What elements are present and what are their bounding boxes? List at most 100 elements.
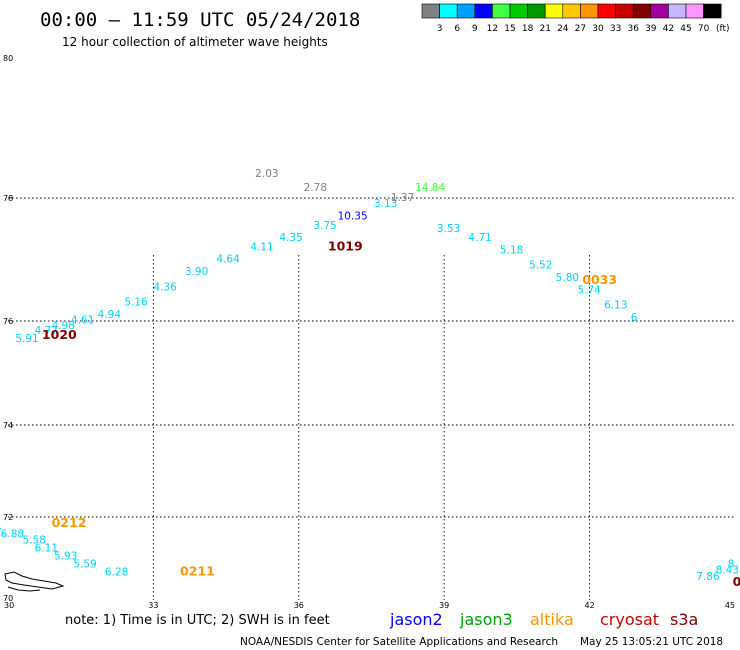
satellite-name: cryosat [600, 610, 659, 629]
legend-tick-label: 18 [522, 24, 534, 34]
footer-note: note: 1) Time is in UTC; 2) SWH is in fe… [65, 613, 330, 628]
wave-height-label: 6.28 [105, 567, 128, 579]
wave-height-labels: 5.914.774.984.61 4.945.16 4.36 3.90 4.64 4.11… [0, 168, 739, 583]
lon-label: 30 [4, 601, 14, 610]
legend-swatch [580, 3, 599, 19]
pass-time-labels: 1020 1019 0033 0212 0211 0 [42, 238, 740, 589]
legend-swatch [456, 3, 476, 19]
wave-height-label: 6.13 [604, 300, 627, 312]
legend-swatch [703, 3, 722, 19]
wave-height-label: 10.35 [338, 211, 368, 223]
legend-tick-label: 21 [539, 24, 550, 34]
legend-swatch [439, 3, 458, 19]
satellite-legend: jason2 jason3 altika cryosat s3a [389, 610, 698, 629]
wave-height-label: 4.61 [71, 315, 94, 327]
legend-swatch [685, 3, 704, 19]
legend-tick-label: 27 [575, 24, 586, 34]
legend-tick-label: 24 [557, 24, 569, 34]
legend-tick-label: 6 [454, 24, 460, 34]
legend-swatch [597, 3, 616, 19]
legend-tick-label: 15 [504, 24, 515, 34]
legend-swatch [509, 3, 528, 19]
footer-credit: NOAA/NESDIS Center for Satellite Applica… [240, 636, 558, 648]
map-title: 00:00 – 11:59 UTC 05/24/2018 [40, 9, 360, 31]
legend-swatch [668, 3, 687, 19]
legend-tick-label: 33 [610, 24, 621, 34]
footer-timestamp: May 25 13:05:21 UTC 2018 [580, 636, 723, 648]
satellite-name: s3a [670, 610, 698, 629]
wave-height-label: 6.88 [1, 528, 24, 540]
wave-height-label: 6 [631, 312, 638, 324]
wave-height-label: 4.71 [468, 232, 491, 244]
wave-height-label: 3.90 [185, 266, 208, 278]
wave-height-label: 5.91 [15, 333, 38, 345]
legend-tick-label: 36 [627, 24, 639, 34]
lon-label: 45 [725, 601, 735, 610]
wave-height-label: 4.11 [250, 241, 273, 253]
wave-height-label: 3.75 [313, 220, 336, 232]
wave-height-label: 14.84 [415, 182, 445, 194]
wave-height-label: 4.77 [35, 325, 58, 337]
wave-height-label: 8.43 [716, 565, 739, 577]
lat-label: 74 [3, 421, 13, 430]
wave-height-label: 5.16 [124, 297, 148, 309]
satellite-name: altika [530, 610, 574, 629]
lon-label: 39 [439, 601, 449, 610]
pass-time-label: 0033 [582, 272, 617, 287]
wave-height-label: 4.94 [98, 309, 122, 321]
lat-label: 76 [3, 317, 13, 326]
wave-height-label: 3.13 [374, 198, 397, 210]
pass-time-label: 1020 [42, 327, 77, 342]
wave-height-label: 8 [728, 559, 735, 571]
wave-height-label: 4.36 [153, 281, 177, 293]
legend-swatch [527, 3, 546, 19]
wave-height-label: 1.37 [391, 192, 414, 204]
pass-time-label: 0211 [180, 564, 215, 579]
legend-swatch [615, 3, 634, 19]
wave-height-label: 7.86 [696, 571, 720, 583]
wave-height-label: 2.78 [304, 182, 327, 194]
wave-height-label: 7.91 [0, 520, 2, 532]
wave-height-label: 5.93 [54, 551, 77, 563]
legend-tick-label: 42 [663, 24, 674, 34]
color-legend: 3 6 9 12 15 18 21 24 27 30 33 36 39 42 45 70 (ft) [421, 3, 730, 34]
wave-height-label: 5.18 [500, 244, 523, 256]
wave-height-label: 5.58 [23, 534, 46, 546]
pass-time-label: 0212 [52, 515, 87, 530]
wave-height-label: 5.80 [556, 272, 579, 284]
legend-swatch [474, 3, 493, 19]
wave-height-label: 4.64 [216, 254, 240, 266]
lat-label: 80 [3, 54, 13, 63]
legend-swatch [492, 3, 511, 19]
map-subtitle: 12 hour collection of altimeter wave hei… [62, 35, 328, 49]
wave-height-label: 5.52 [529, 260, 552, 272]
wave-height-label: 5.74 [577, 284, 601, 296]
legend-swatch [562, 3, 581, 19]
legend-tick-label: 45 [680, 24, 691, 34]
wave-height-label: 4.98 [52, 320, 75, 332]
coastline [4, 571, 65, 592]
lat-label: 70 [3, 594, 13, 603]
legend-tick-label: 3 [437, 24, 443, 34]
pass-time-label: 1019 [328, 238, 363, 253]
legend-tick-label: 12 [487, 24, 498, 34]
lat-label: 78 [3, 194, 13, 203]
wave-height-label: 2.03 [255, 168, 278, 180]
satellite-name: jason2 [389, 610, 443, 629]
legend-unit-label: (ft) [716, 24, 730, 34]
footer: note: 1) Time is in UTC; 2) SWH is in fe… [65, 610, 723, 648]
legend-tick-label: 39 [645, 24, 657, 34]
pass-time-label: 0 [733, 574, 740, 589]
legend-swatch [650, 3, 669, 19]
lat-label: 72 [3, 513, 13, 522]
legend-tick-label: 70 [698, 24, 710, 34]
wave-height-label: 4.35 [279, 232, 302, 244]
lon-label: 36 [294, 601, 304, 610]
satellite-name: jason3 [459, 610, 513, 629]
wave-height-label: 3.53 [437, 223, 460, 235]
legend-tick-label: 30 [592, 24, 604, 34]
legend-tick-label: 9 [472, 24, 478, 34]
legend-swatch [421, 3, 440, 19]
